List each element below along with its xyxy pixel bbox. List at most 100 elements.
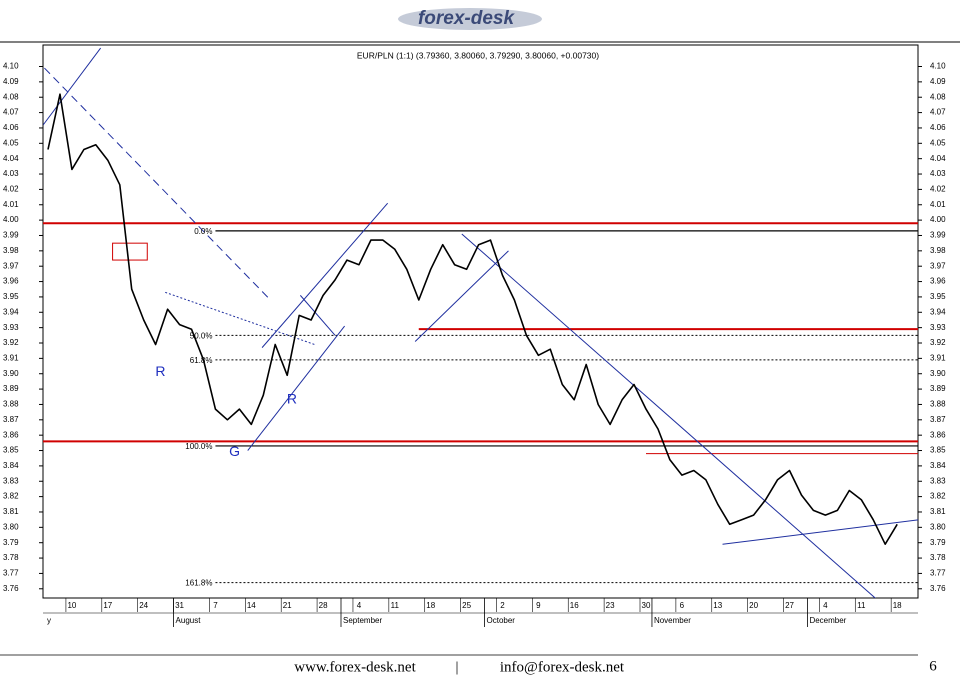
y-tick-label: 4.03 bbox=[3, 169, 19, 178]
y-tick-label: 3.96 bbox=[3, 277, 19, 286]
y-tick-label-right: 3.96 bbox=[930, 277, 946, 286]
y-tick-label: 3.78 bbox=[3, 553, 19, 562]
footer-email: info@forex-desk.net bbox=[500, 659, 625, 675]
x-tick-label: 31 bbox=[175, 601, 184, 610]
y-tick-label-right: 4.01 bbox=[930, 200, 946, 209]
y-tick-label: 3.77 bbox=[3, 569, 19, 578]
y-tick-label-right: 3.88 bbox=[930, 400, 946, 409]
month-label: December bbox=[809, 616, 846, 625]
marker-label: R bbox=[287, 391, 297, 407]
y-tick-label-right: 3.97 bbox=[930, 261, 946, 270]
y-tick-label: 3.88 bbox=[3, 400, 19, 409]
y-tick-label: 3.94 bbox=[3, 307, 19, 316]
y-tick-label: 4.01 bbox=[3, 200, 19, 209]
y-tick-label: 3.82 bbox=[3, 492, 19, 501]
y-tick-label-right: 4.09 bbox=[930, 77, 946, 86]
x-tick-label: 2 bbox=[500, 601, 505, 610]
x-tick-label: 28 bbox=[319, 601, 328, 610]
chart-title: EUR/PLN (1:1) (3.79360, 3.80060, 3.79290… bbox=[357, 50, 599, 60]
y-tick-label-right: 3.92 bbox=[930, 338, 946, 347]
plot-area bbox=[43, 47, 918, 598]
fib-label: 0.0% bbox=[194, 227, 212, 236]
y-tick-label: 3.85 bbox=[3, 446, 19, 455]
month-label: October bbox=[487, 616, 516, 625]
fib-label: 100.0% bbox=[185, 442, 212, 451]
y-tick-label: 3.80 bbox=[3, 522, 19, 531]
trendline bbox=[414, 250, 509, 342]
x-tick-label: 18 bbox=[893, 601, 902, 610]
y-tick-label: 3.87 bbox=[3, 415, 19, 424]
x-tick-label: 24 bbox=[139, 601, 148, 610]
trendline bbox=[43, 47, 102, 126]
y-tick-label-right: 3.98 bbox=[930, 246, 946, 255]
logo: forex-desk bbox=[398, 8, 542, 30]
footer-separator: | bbox=[455, 659, 458, 675]
y-tick-label-right: 3.86 bbox=[930, 430, 946, 439]
y-tick-label: 4.07 bbox=[3, 108, 19, 117]
y-tick-label-right: 3.90 bbox=[930, 369, 946, 378]
trendline bbox=[461, 233, 876, 598]
month-label: September bbox=[343, 616, 382, 625]
y-tick-label: 3.84 bbox=[3, 461, 19, 470]
y-tick-label: 3.97 bbox=[3, 261, 19, 270]
y-tick-label-right: 4.03 bbox=[930, 169, 946, 178]
y-tick-label: 4.02 bbox=[3, 185, 19, 194]
x-tick-label: 27 bbox=[785, 601, 794, 610]
x-tick-label: 10 bbox=[67, 601, 76, 610]
x-tick-label: 18 bbox=[426, 601, 435, 610]
trendline bbox=[299, 295, 336, 336]
marker-label: G bbox=[229, 443, 240, 459]
y-tick-label-right: 3.95 bbox=[930, 292, 946, 301]
y-tick-label: 3.76 bbox=[3, 584, 19, 593]
trendline bbox=[247, 325, 346, 451]
y-tick-label: 3.86 bbox=[3, 430, 19, 439]
x-tick-label: 4 bbox=[357, 601, 362, 610]
y-tick-label-right: 3.83 bbox=[930, 476, 946, 485]
y-tick-label: 4.08 bbox=[3, 92, 19, 101]
y-tick-label: 4.04 bbox=[3, 154, 19, 163]
y-tick-label-right: 4.06 bbox=[930, 123, 946, 132]
x-tick-label: 13 bbox=[713, 601, 722, 610]
y-tick-label-right: 3.85 bbox=[930, 446, 946, 455]
y-tick-label-right: 4.00 bbox=[930, 215, 946, 224]
y-tick-label-right: 3.77 bbox=[930, 569, 946, 578]
y-tick-label-right: 3.76 bbox=[930, 584, 946, 593]
month-label: November bbox=[654, 616, 691, 625]
month-label: August bbox=[176, 616, 202, 625]
y-tick-label-right: 3.94 bbox=[930, 307, 946, 316]
y-tick-label: 3.83 bbox=[3, 476, 19, 485]
page-number: 6 bbox=[929, 658, 937, 674]
y-tick-label-right: 4.02 bbox=[930, 185, 946, 194]
x-tick-label: 4 bbox=[823, 601, 828, 610]
y-tick-label-right: 3.80 bbox=[930, 522, 946, 531]
fib-label: 61.8% bbox=[190, 356, 213, 365]
y-tick-label: 3.81 bbox=[3, 507, 19, 516]
highlight-box bbox=[112, 242, 148, 261]
y-tick-label: 4.05 bbox=[3, 138, 19, 147]
logo-text: forex-desk bbox=[418, 8, 516, 29]
plot-frame bbox=[42, 44, 919, 599]
y-tick-label-right: 3.93 bbox=[930, 323, 946, 332]
y-tick-label-right: 4.05 bbox=[930, 138, 946, 147]
trendline bbox=[44, 67, 271, 301]
x-tick-label: 25 bbox=[462, 601, 471, 610]
x-tick-label: 11 bbox=[857, 601, 866, 610]
y-tick-label: 3.91 bbox=[3, 353, 19, 362]
y-tick-label: 3.79 bbox=[3, 538, 19, 547]
y-tick-label: 3.90 bbox=[3, 369, 19, 378]
y-tick-label: 3.89 bbox=[3, 384, 19, 393]
footer-website: www.forex-desk.net bbox=[294, 659, 416, 675]
x-tick-label: 7 bbox=[213, 601, 218, 610]
x-tick-label: 21 bbox=[283, 601, 292, 610]
y-tick-label: 4.00 bbox=[3, 215, 19, 224]
y-tick-label-right: 4.07 bbox=[930, 108, 946, 117]
logo-bg bbox=[398, 8, 542, 30]
y-tick-label-right: 3.91 bbox=[930, 353, 946, 362]
y-tick-label: 3.95 bbox=[3, 292, 19, 301]
fib-label: 50.0% bbox=[190, 331, 213, 340]
y-tick-label-right: 3.89 bbox=[930, 384, 946, 393]
y-tick-label-right: 3.82 bbox=[930, 492, 946, 501]
y-tick-label-right: 4.04 bbox=[930, 154, 946, 163]
y-tick-label: 3.99 bbox=[3, 231, 19, 240]
